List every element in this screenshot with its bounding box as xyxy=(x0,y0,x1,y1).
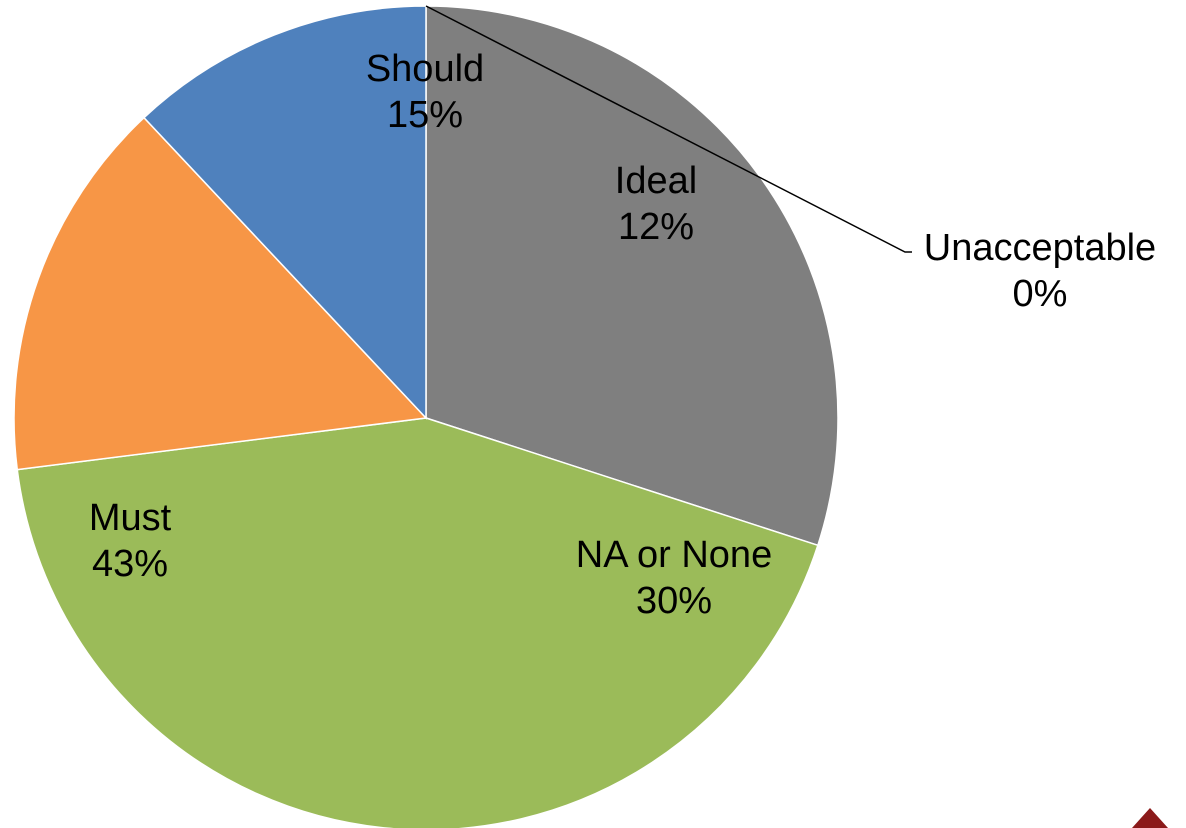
leader-line-unacceptable xyxy=(425,5,912,253)
slice-should xyxy=(13,116,428,471)
slice-ideal xyxy=(142,5,427,420)
slice-must xyxy=(16,417,819,828)
corner-logo-mark xyxy=(1132,808,1168,828)
slice-label-na-or-none: NA or None xyxy=(576,534,772,576)
slice-value-ideal: 12% xyxy=(618,206,694,248)
pie-slices xyxy=(13,5,839,828)
slice-label-unacceptable: Unacceptable xyxy=(924,227,1156,269)
slice-value-na-or-none: 30% xyxy=(636,580,712,622)
slice-label-must: Must xyxy=(89,497,172,539)
slice-label-ideal: Ideal xyxy=(615,160,697,202)
slice-value-unacceptable: 0% xyxy=(1013,273,1068,315)
slice-value-should: 15% xyxy=(387,94,463,136)
slice-na-or-none xyxy=(425,5,839,547)
slice-label-should: Should xyxy=(366,48,484,90)
slice-value-must: 43% xyxy=(92,543,168,585)
